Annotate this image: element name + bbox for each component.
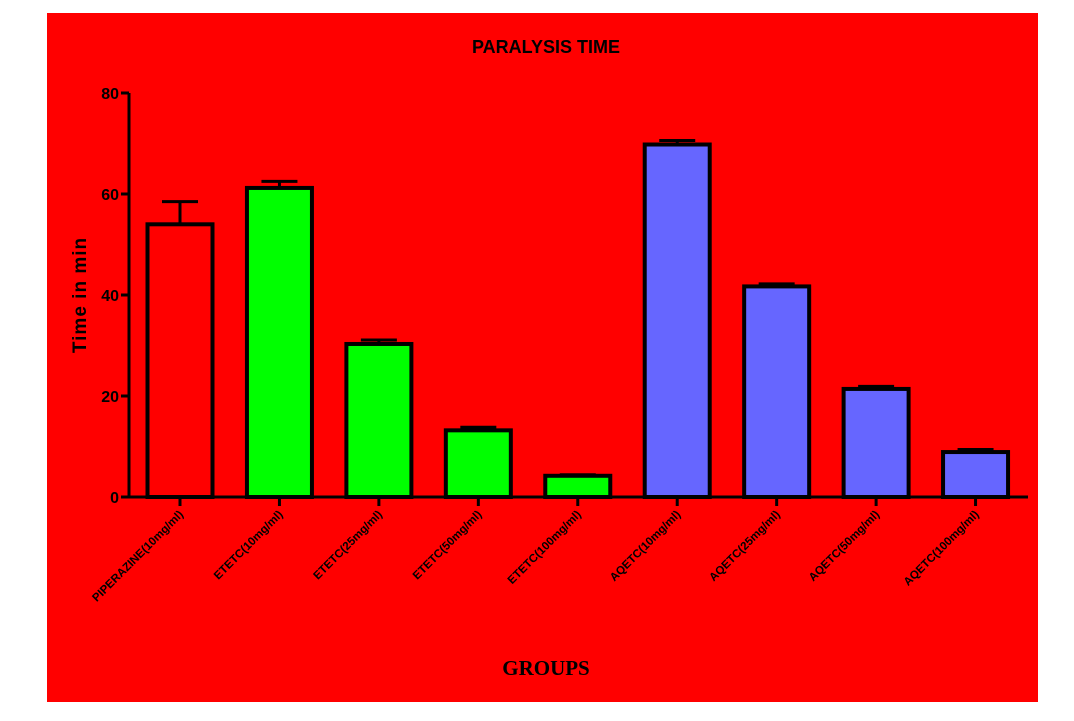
chart-title: PARALYSIS TIME xyxy=(472,37,620,57)
bar xyxy=(344,341,414,499)
bar xyxy=(841,386,911,499)
x-tick-label: ETETC(25mg/ml) xyxy=(311,509,385,583)
bars xyxy=(145,138,1011,500)
y-tick-label: 20 xyxy=(101,389,119,406)
bar xyxy=(145,222,215,500)
bar xyxy=(244,185,314,499)
x-axis-label: GROUPS xyxy=(502,656,590,680)
y-axis-label: Time in min xyxy=(70,237,91,353)
bar xyxy=(941,450,1011,499)
x-tick-label: AQETC(10mg/ml) xyxy=(608,509,683,584)
x-tick-label: AQETC(100mg/ml) xyxy=(902,509,982,589)
x-tick-label: ETETC(10mg/ml) xyxy=(212,509,286,583)
x-axis: PIPERAZINE(10mg/ml) ETETC(10mg/ml) ETETC(2… xyxy=(90,495,1028,605)
bar xyxy=(642,142,712,499)
bar xyxy=(543,473,613,500)
y-tick-label: 80 xyxy=(101,86,119,103)
y-tick-label: 60 xyxy=(101,187,119,204)
x-tick-label: ETETC(50mg/ml) xyxy=(411,509,485,583)
bar xyxy=(443,428,513,499)
x-tick-label: AQETC(25mg/ml) xyxy=(707,509,782,584)
y-tick-label: 40 xyxy=(101,288,119,305)
bar xyxy=(742,284,812,500)
x-tick-label: AQETC(50mg/ml) xyxy=(807,509,882,584)
x-tick-label: ETETC(100mg/ml) xyxy=(506,509,584,587)
y-axis: 0 20 40 60 80 xyxy=(101,86,131,507)
y-tick-label: 0 xyxy=(110,490,119,507)
x-tick-label: PIPERAZINE(10mg/ml) xyxy=(90,509,186,605)
